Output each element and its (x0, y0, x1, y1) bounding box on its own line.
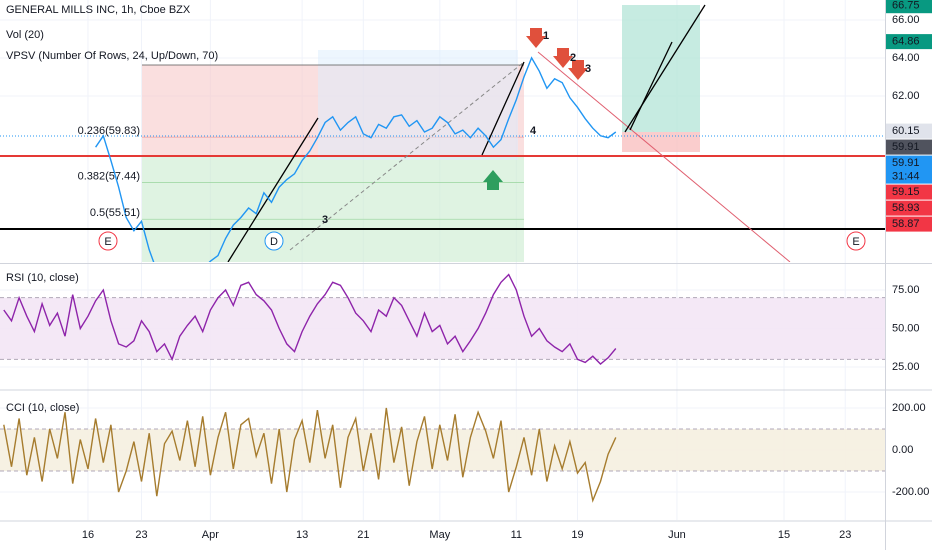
price-label: 59.91 (892, 141, 920, 153)
price-label: 64.86 (892, 36, 920, 48)
drawings: 1 2 3 4 3 E D E (0, 4, 885, 262)
earnings-marker[interactable] (846, 231, 866, 251)
arrow-up (483, 170, 503, 190)
price-label: 58.87 (892, 218, 920, 230)
trend-line (227, 117, 319, 262)
price-label-sub: 31:44 (892, 171, 920, 183)
x-tick-label: May (429, 529, 450, 541)
price-label: 59.91 (892, 157, 920, 169)
price-label-box (886, 34, 932, 50)
fib-label: 0.236(59.83) (78, 125, 140, 137)
indicator-label: Vol (20) (6, 29, 44, 41)
trend-line (629, 41, 673, 131)
annotation: 1 (543, 30, 549, 42)
earnings-marker-label: E (104, 236, 111, 248)
price-label: 60.15 (892, 125, 920, 137)
x-tick-label: 16 (82, 529, 94, 541)
plots (3, 56, 617, 503)
y-tick-label: 0.00 (892, 444, 913, 456)
dividend-marker[interactable] (264, 231, 284, 251)
y-tick-label: -200.00 (892, 486, 929, 498)
price-label-box (886, 0, 932, 14)
pane-title: CCI (10, close) (6, 402, 79, 414)
arrow-down (553, 48, 573, 68)
price-label-box (886, 123, 932, 139)
annotation: 2 (570, 52, 576, 64)
pane-title: RSI (10, close) (6, 272, 79, 284)
price-label-box (886, 200, 932, 216)
y-tick-label: 50.00 (892, 322, 920, 334)
x-tick-label: 11 (511, 529, 522, 541)
x-tick-label: 13 (296, 529, 308, 541)
chart-title: GENERAL MILLS INC, 1h, Cboe BZX (6, 4, 191, 16)
annotation: 3 (322, 214, 328, 226)
price-label-box (886, 155, 932, 184)
series-line (3, 273, 617, 365)
arrow-down (568, 60, 588, 80)
series-line (95, 56, 617, 262)
y-tick-label: 75.00 (892, 284, 920, 296)
y-tick-label: 25.00 (892, 361, 920, 373)
annotation: 3 (585, 63, 591, 75)
y-tick-label: 64.00 (892, 52, 920, 64)
earnings-marker[interactable] (98, 231, 118, 251)
price-label-box (886, 216, 932, 232)
trend-line (537, 51, 791, 262)
price-label-box (886, 139, 932, 155)
stop-zone (622, 132, 700, 152)
indicator-label: VPSV (Number Of Rows, 24, Up/Down, 70) (6, 50, 218, 62)
annotation: 4 (530, 125, 537, 137)
price-label: 59.15 (892, 186, 920, 198)
fib-zone (142, 155, 524, 262)
price-label: 66.75 (892, 0, 920, 12)
axis-labels: 16 23 Apr 13 21 May 11 19 Jun 15 2362.0064.0066.00… (78, 0, 932, 541)
x-tick-label: Apr (202, 529, 219, 541)
profile-zone (318, 50, 518, 160)
y-tick-label: 66.00 (892, 14, 920, 26)
x-tick-label: 23 (839, 529, 851, 541)
series-line (3, 407, 617, 503)
x-tick-label: 19 (571, 529, 583, 541)
target-zone (622, 5, 700, 132)
dividend-marker-label: D (270, 236, 278, 248)
trend-line (624, 4, 706, 133)
earnings-marker-label: E (852, 236, 859, 248)
y-tick-label: 62.00 (892, 90, 920, 102)
x-tick-label: 23 (135, 529, 147, 541)
y-tick-label: 200.00 (892, 402, 926, 414)
x-tick-label: 15 (778, 529, 790, 541)
trend-line (289, 61, 525, 251)
arrow-down (526, 28, 546, 48)
band (0, 297, 885, 360)
price-label-box (886, 184, 932, 200)
fib-label: 0.382(57.44) (78, 170, 140, 182)
x-tick-label: 21 (357, 529, 369, 541)
x-tick-label: Jun (668, 529, 686, 541)
fib-label: 0.5(55.51) (90, 207, 140, 219)
price-label: 58.93 (892, 202, 920, 214)
